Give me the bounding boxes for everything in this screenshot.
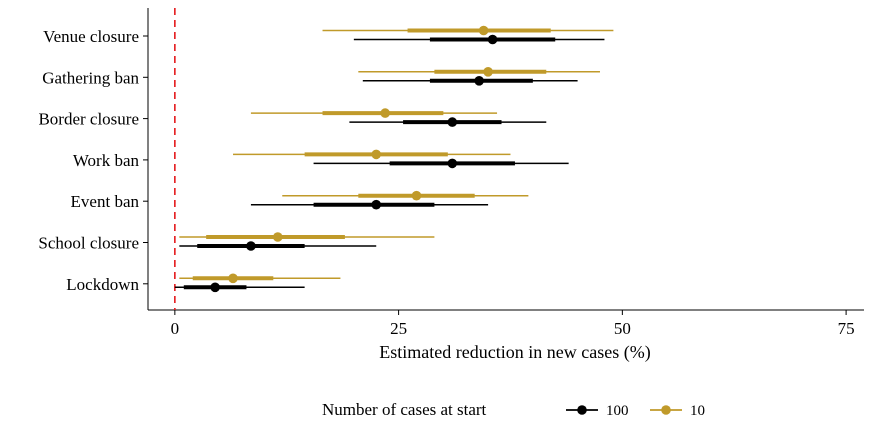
category-label: Gathering ban (42, 68, 139, 87)
x-axis-title: Estimated reduction in new cases (%) (379, 342, 650, 363)
legend-key-point (661, 405, 671, 415)
median-point-100 (487, 34, 498, 45)
x-tick-label: 0 (171, 319, 180, 338)
category-label: Border closure (38, 110, 139, 129)
legend-title: Number of cases at start (322, 400, 487, 419)
median-point-10 (228, 273, 238, 284)
category-label: Event ban (71, 192, 140, 211)
category-label: School closure (38, 234, 139, 253)
median-point-100 (447, 117, 458, 127)
x-tick-label: 50 (614, 319, 631, 338)
median-point-10 (371, 149, 382, 160)
median-point-100 (474, 76, 484, 86)
legend-entry-label: 10 (690, 403, 705, 419)
median-point-100 (210, 282, 220, 293)
median-point-100 (371, 199, 382, 210)
category-label: Work ban (73, 151, 140, 170)
x-tick-label: 75 (838, 319, 855, 338)
x-tick-label: 25 (390, 319, 407, 338)
legend-entry-label: 100 (606, 403, 629, 419)
median-point-10 (411, 190, 422, 201)
category-label: Lockdown (66, 275, 139, 294)
median-point-10 (380, 108, 390, 118)
median-point-10 (483, 67, 493, 77)
legend-key-point (577, 405, 587, 415)
median-point-10 (272, 232, 283, 242)
median-point-10 (478, 25, 489, 36)
category-label: Venue closure (43, 27, 139, 46)
median-point-100 (246, 241, 256, 251)
median-point-100 (447, 158, 458, 169)
